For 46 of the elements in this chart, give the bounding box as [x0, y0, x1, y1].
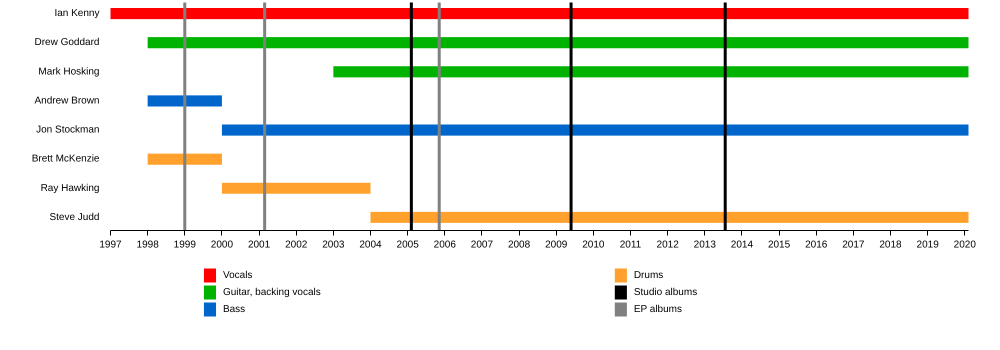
bar [148, 154, 222, 165]
y-tick-label: Jon Stockman [36, 124, 100, 136]
x-tick-label: 2019 [916, 240, 940, 250]
legend-label: Guitar, backing vocals [222, 287, 321, 298]
x-tick-label: 2008 [508, 240, 531, 250]
x-tick-label: 1999 [174, 240, 196, 250]
y-tick-label: Andrew Brown [34, 95, 100, 106]
x-tick-label: 2013 [694, 240, 716, 250]
legend-label: EP albums [634, 304, 682, 315]
bar [333, 66, 968, 78]
bar [370, 212, 968, 223]
x-tick-label: 2012 [656, 240, 680, 250]
bar [222, 182, 370, 194]
x-tick-label: 2016 [805, 240, 828, 250]
y-tick-label: Drew Goddard [34, 37, 100, 48]
x-tick-label: 2007 [470, 240, 494, 250]
legend-label: Drums [634, 270, 664, 281]
y-tick-label: Brett McKenzie [32, 154, 100, 165]
x-tick-label: 2011 [620, 240, 642, 250]
bar [148, 95, 222, 106]
x-tick-label: 2014 [730, 240, 754, 250]
legend-label: Vocals [222, 270, 252, 281]
y-tick-label: Ian Kenny [54, 8, 100, 20]
x-tick-label: 2005 [396, 240, 420, 250]
legend-label: Bass [222, 304, 246, 315]
x-tick-label: 1997 [99, 240, 122, 250]
x-tick-label: 2004 [359, 240, 382, 250]
x-tick-label: 2010 [582, 240, 605, 250]
bar [222, 124, 968, 136]
x-tick-label: 2009 [545, 240, 568, 250]
x-tick-label: 2017 [842, 240, 865, 250]
y-tick-label: Steve Judd [49, 212, 100, 223]
x-tick-label: 2003 [322, 240, 345, 250]
x-tick-label: 2020 [954, 240, 976, 250]
bar [148, 37, 968, 48]
x-tick-label: 2001 [248, 240, 271, 250]
legend-label: Studio albums [634, 287, 698, 298]
x-tick-label: 1998 [136, 240, 160, 250]
x-tick-label: 2006 [434, 240, 456, 250]
x-tick-label: 2018 [879, 240, 902, 250]
y-tick-label: Ray Hawking [40, 182, 100, 194]
y-tick-label: Mark Hosking [38, 66, 100, 78]
x-tick-label: 2015 [768, 240, 791, 250]
x-tick-label: 2000 [210, 240, 234, 250]
bar [110, 8, 968, 20]
x-tick-label: 2002 [285, 240, 308, 250]
